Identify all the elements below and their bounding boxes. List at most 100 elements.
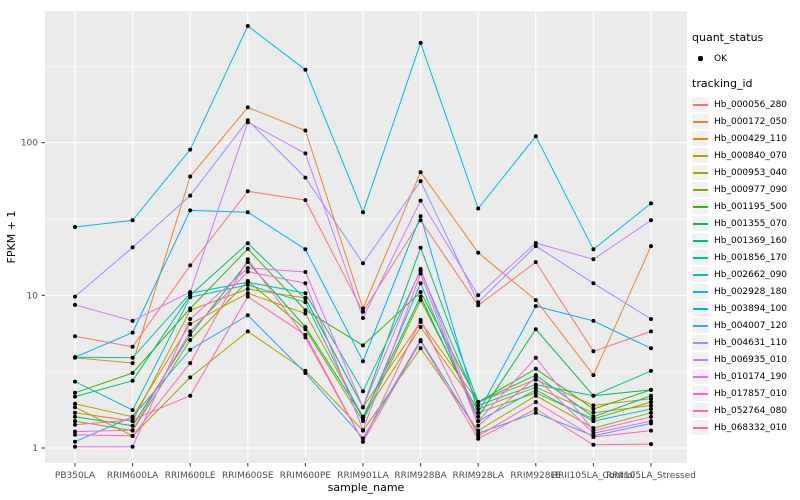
data-point	[130, 361, 135, 366]
line-swatch-icon	[692, 420, 709, 435]
data-point	[303, 291, 308, 296]
data-point	[73, 419, 77, 424]
data-points	[73, 24, 653, 449]
data-point	[188, 361, 193, 366]
data-point	[649, 407, 653, 411]
legend-item: Hb_001195_500	[692, 198, 800, 215]
legend-item: Hb_000056_280	[692, 96, 800, 113]
data-point	[188, 347, 193, 352]
data-point	[649, 396, 653, 401]
data-point	[130, 444, 135, 449]
data-point	[245, 105, 250, 110]
legend-title-quant-status: quant_status	[692, 31, 764, 44]
line-glyph	[693, 341, 708, 344]
legend-item: Hb_004007_120	[692, 317, 800, 334]
data-point	[591, 373, 596, 378]
legend-item: Hb_003894_100	[692, 300, 800, 317]
data-point	[130, 423, 135, 428]
data-point	[130, 433, 135, 438]
line-glyph	[693, 273, 708, 276]
data-point	[361, 417, 365, 422]
legend-item: Hb_000953_040	[692, 164, 800, 181]
data-point	[361, 389, 365, 394]
line-glyph	[693, 222, 708, 225]
line-swatch-icon	[692, 199, 709, 214]
data-point	[418, 294, 423, 299]
x-tick-label: RRIM901LA	[337, 471, 389, 481]
data-point	[476, 293, 481, 298]
data-point	[303, 296, 308, 301]
legend-item-label: Hb_001369_160	[714, 235, 788, 246]
data-point	[73, 334, 77, 339]
data-point	[73, 390, 77, 395]
legend-item: Hb_006935_010	[692, 351, 800, 368]
data-point	[476, 414, 481, 419]
data-point	[130, 371, 135, 375]
data-point	[649, 400, 653, 404]
legend-item-label: Hb_068332_010	[714, 422, 788, 433]
data-point	[476, 300, 481, 305]
data-point	[73, 379, 77, 384]
x-tick-label: RRIM600LA	[107, 471, 159, 481]
data-point	[591, 393, 596, 398]
line-swatch-icon	[692, 250, 709, 265]
data-point	[476, 419, 481, 424]
data-point	[533, 304, 538, 309]
data-point	[533, 375, 538, 380]
data-point	[303, 325, 308, 329]
line-swatch-icon	[692, 165, 709, 180]
data-point	[361, 428, 365, 433]
data-point	[418, 346, 423, 351]
data-point	[73, 432, 77, 437]
data-point	[418, 290, 423, 295]
data-point	[591, 435, 596, 439]
line-glyph	[693, 409, 708, 412]
line-glyph	[693, 290, 708, 293]
data-point	[533, 355, 538, 360]
legend-item-label: Hb_010174_190	[714, 371, 788, 382]
data-point	[649, 346, 653, 351]
data-point	[245, 247, 250, 251]
data-point	[533, 390, 538, 395]
data-point	[303, 175, 308, 180]
data-point	[476, 436, 481, 441]
data-point	[476, 400, 481, 404]
line-swatch-icon	[692, 369, 709, 384]
data-point	[591, 414, 596, 419]
legend-item-label: Hb_006935_010	[714, 354, 788, 365]
data-point	[245, 329, 250, 334]
y-tick-label: 100	[21, 139, 38, 149]
data-point	[130, 318, 135, 323]
legend-item-ok: OK	[692, 50, 800, 67]
legend-item-label: Hb_002662_090	[714, 269, 788, 280]
data-point	[533, 387, 538, 392]
line-swatch-icon	[692, 386, 709, 401]
legend-item-label: Hb_001195_500	[714, 201, 788, 212]
data-point	[130, 378, 135, 383]
legend-item-label: Hb_000056_280	[714, 99, 788, 110]
data-point	[188, 332, 193, 337]
x-tick-label: RRIM600PE	[280, 471, 332, 481]
line-glyph	[693, 188, 708, 191]
legend-item: Hb_000172_050	[692, 113, 800, 130]
legend-item: Hb_004631_110	[692, 334, 800, 351]
data-point	[591, 431, 596, 436]
line-glyph	[693, 426, 708, 429]
legend-item: Hb_002928_180	[692, 283, 800, 300]
data-point	[533, 410, 538, 415]
data-point	[303, 281, 308, 286]
data-point	[245, 266, 250, 270]
data-point	[303, 308, 308, 313]
legend-item-label: Hb_052764_080	[714, 405, 788, 416]
data-point	[245, 294, 250, 299]
data-point	[476, 303, 481, 308]
data-point	[130, 355, 135, 360]
data-point	[418, 298, 423, 303]
data-point	[476, 250, 481, 255]
legend-item: Hb_000840_070	[692, 147, 800, 164]
data-point	[649, 419, 653, 424]
data-point	[533, 260, 538, 265]
data-point	[476, 423, 481, 428]
y-axis-title: FPKM + 1	[5, 211, 18, 264]
